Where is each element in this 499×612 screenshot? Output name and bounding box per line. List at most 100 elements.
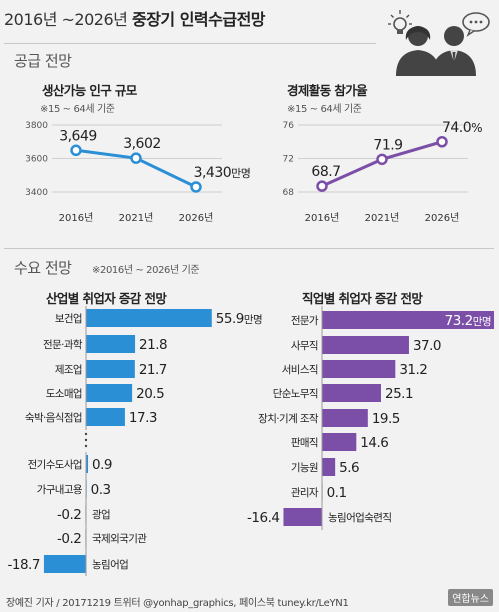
- data-label: 3,649: [59, 128, 97, 144]
- ellipsis-dot: [84, 438, 88, 442]
- value-label: 0.3: [91, 482, 111, 498]
- y-tick-label: 3600: [25, 155, 48, 165]
- supply-section-title: 공급 전망: [14, 52, 72, 70]
- category-label: 판매직: [291, 437, 318, 449]
- ellipsis-dot: [84, 432, 88, 436]
- population-line-chart: 3800 3600 3400 3,649 2016년 3,602 2021년 3,430만명 2…: [25, 121, 251, 224]
- x-tick-label: 2016년: [305, 212, 340, 224]
- bar: [322, 433, 357, 451]
- category-label: 전문·과학: [43, 339, 83, 351]
- bar: [322, 311, 495, 329]
- value-label: 21.7: [139, 362, 167, 378]
- bar: [86, 335, 136, 353]
- category-label: 서비스직: [282, 364, 318, 376]
- person-silhouette-icon: [396, 26, 476, 76]
- population-chart-title: 생산가능 인구 규모: [42, 83, 137, 98]
- y-tick-label: 68: [283, 188, 295, 198]
- bar: [43, 555, 86, 573]
- data-point: [70, 144, 82, 157]
- value-label: 20.5: [136, 386, 164, 402]
- value-label: 0.1: [327, 485, 347, 501]
- bar: [322, 360, 396, 378]
- data-point: [190, 181, 202, 193]
- category-label: 전기수도사업: [28, 458, 82, 471]
- data-label: 68.7: [311, 164, 340, 180]
- category-label: 단순노무직: [273, 388, 318, 400]
- data-label: 71.9: [373, 137, 402, 153]
- category-label: 제조업: [55, 363, 82, 376]
- yonhap-logo: 연합뉴스: [448, 589, 493, 606]
- category-label: 보건업: [55, 312, 82, 325]
- bar: [86, 455, 89, 473]
- value-label: 31.2: [399, 362, 427, 378]
- value-label: -18.7: [7, 557, 39, 573]
- y-tick-label: 3400: [25, 188, 48, 198]
- ellipsis-dot: [84, 444, 88, 448]
- category-label: 기능원: [291, 462, 318, 474]
- industry-chart-title: 산업별 취업자 증감 전망: [46, 291, 167, 306]
- data-point: [376, 153, 388, 166]
- bar: [322, 409, 368, 427]
- bar: [86, 309, 212, 327]
- value-label: 37.0: [413, 338, 441, 354]
- bar: [322, 336, 409, 354]
- category-label: 광업: [92, 508, 110, 521]
- value-label: 55.9만명: [216, 311, 262, 327]
- lightbulb-icon: [388, 10, 412, 34]
- occupation-chart-title: 직업별 취업자 증감 전망: [302, 291, 423, 306]
- data-point: [436, 136, 448, 148]
- category-label: 농림어업: [92, 558, 128, 571]
- bar: [86, 384, 133, 402]
- value-label: -0.2: [57, 507, 81, 523]
- data-point: [130, 152, 142, 164]
- bar: [86, 408, 125, 426]
- participation-chart-note: ※15 ~ 64세 기준: [287, 104, 362, 115]
- category-label: 국제외국기관: [92, 533, 147, 545]
- data-label: 3,430만명: [194, 165, 251, 181]
- header-illustration: [388, 10, 490, 76]
- demand-section-note: ※2016년 ~ 2026년 기준: [92, 265, 200, 276]
- category-label: 도소매업: [46, 387, 82, 400]
- category-label: 전문가: [291, 315, 319, 327]
- x-tick-label: 2016년: [59, 212, 94, 224]
- value-label: 19.5: [372, 411, 400, 427]
- category-label: 사무직: [291, 340, 318, 352]
- category-label: 관리자: [291, 487, 319, 499]
- value-label: 14.6: [360, 435, 388, 451]
- value-label: 0.9: [92, 457, 112, 473]
- data-point: [316, 180, 328, 192]
- category-label: 장치·기계 조작: [258, 413, 319, 425]
- value-label: 5.6: [339, 460, 359, 476]
- data-label: 3,602: [123, 136, 161, 152]
- bar: [283, 508, 322, 526]
- bar: [86, 360, 135, 378]
- bar: [322, 384, 381, 402]
- data-label: 74.0%: [442, 120, 482, 136]
- value-label: -16.4: [247, 510, 279, 526]
- y-tick-label: 3800: [25, 121, 48, 131]
- bar: [322, 458, 336, 476]
- participation-line-chart: 76 72 68 68.7 2016년 71.9 2021년 74.0% 2026년: [283, 120, 483, 224]
- value-label: 17.3: [129, 410, 157, 426]
- title-years: 2016년 ~2026년: [4, 10, 128, 29]
- category-label: 농림어업숙련직: [328, 511, 391, 524]
- x-tick-label: 2021년: [365, 212, 400, 224]
- value-label: 25.1: [385, 386, 413, 402]
- value-label: 21.8: [139, 337, 167, 353]
- x-tick-label: 2026년: [425, 212, 460, 224]
- population-chart-note: ※15 ~ 64세 기준: [40, 104, 115, 115]
- main-title: 2016년 ~2026년 중장기 인력수급전망: [4, 6, 266, 30]
- participation-chart-title: 경제활동 참가율: [287, 83, 368, 98]
- y-tick-label: 76: [283, 121, 295, 131]
- value-label: -0.2: [57, 531, 81, 547]
- category-label: 숙박·음식점업: [25, 411, 82, 424]
- credit-line: 장예진 기자 / 20171219 트위터 @yonhap_graphics, …: [6, 598, 349, 609]
- y-tick-label: 72: [283, 155, 294, 165]
- demand-section-title: 수요 전망: [14, 259, 72, 277]
- x-tick-label: 2021년: [119, 212, 154, 224]
- x-tick-label: 2026년: [179, 212, 214, 224]
- title-main: 중장기 인력수급전망: [131, 10, 266, 29]
- category-label: 가구내고용: [37, 484, 83, 496]
